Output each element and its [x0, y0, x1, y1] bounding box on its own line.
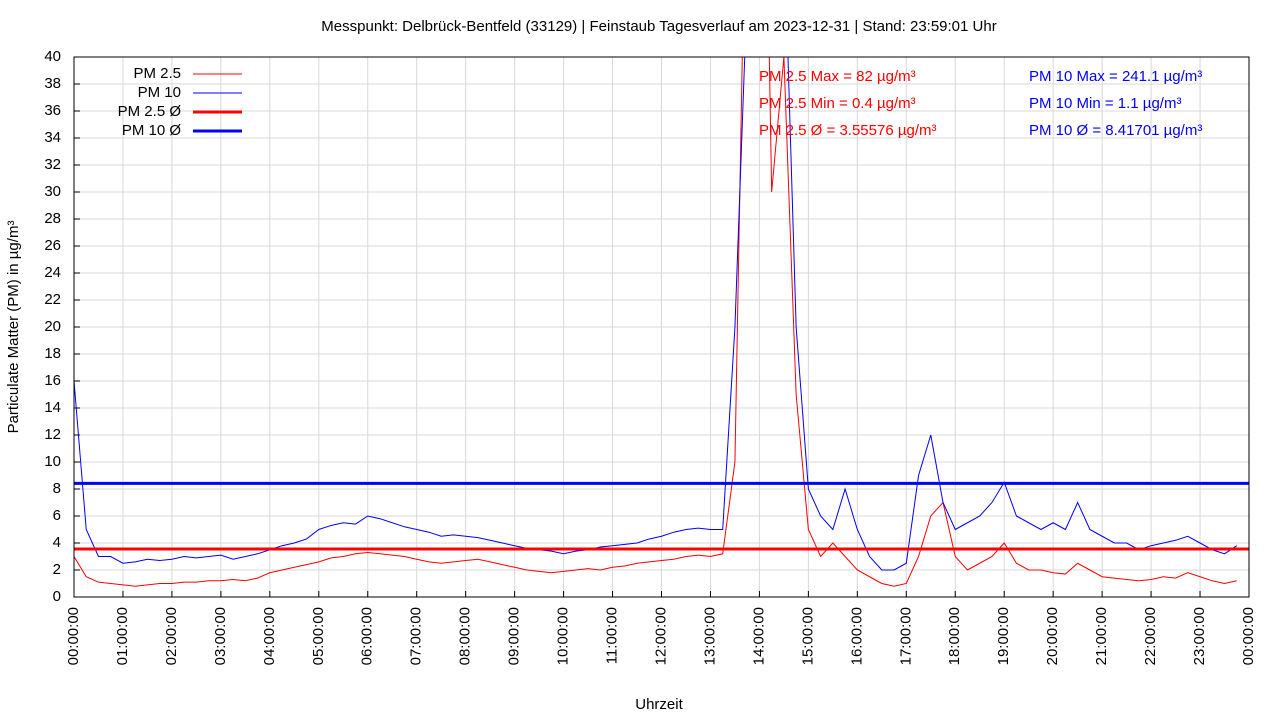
y-tick-label: 8: [53, 480, 61, 497]
x-tick-label: 02:00:00: [163, 607, 180, 665]
x-tick-label: 19:00:00: [995, 607, 1012, 665]
y-tick-label: 36: [44, 102, 61, 119]
x-tick-label: 14:00:00: [750, 607, 767, 665]
y-tick-label: 32: [44, 156, 61, 173]
x-tick-label: 10:00:00: [555, 607, 572, 665]
y-tick-label: 30: [44, 183, 61, 200]
annotation: PM 10 Min = 1.1 µg/m³: [1029, 95, 1181, 112]
y-tick-label: 24: [44, 264, 61, 281]
x-tick-label: 17:00:00: [897, 607, 914, 665]
x-tick-label: 03:00:00: [212, 607, 229, 665]
x-tick-label: 01:00:00: [114, 607, 131, 665]
y-tick-label: 4: [53, 534, 61, 551]
annotation: PM 10 Ø = 8.41701 µg/m³: [1029, 122, 1202, 139]
y-tick-label: 20: [44, 318, 61, 335]
y-tick-label: 34: [44, 129, 61, 146]
y-tick-label: 28: [44, 210, 61, 227]
legend-label: PM 10: [138, 84, 181, 101]
x-tick-label: 22:00:00: [1142, 607, 1159, 665]
x-tick-label: 04:00:00: [261, 607, 278, 665]
x-tick-label: 18:00:00: [946, 607, 963, 665]
x-tick-label: 00:00:00: [1240, 607, 1257, 665]
series-group: [74, 57, 1249, 587]
x-tick-label: 07:00:00: [408, 607, 425, 665]
x-tick-label: 11:00:00: [604, 607, 621, 664]
y-tick-label: 0: [53, 588, 61, 605]
x-tick-label: 05:00:00: [310, 607, 327, 665]
y-tick-label: 40: [44, 48, 61, 65]
y-tick-label: 2: [53, 561, 61, 578]
x-tick-label: 23:00:00: [1191, 607, 1208, 665]
x-axis-label: Uhrzeit: [635, 696, 683, 713]
y-tick-label: 18: [44, 345, 61, 362]
annotation: PM 2.5 Min = 0.4 µg/m³: [759, 95, 916, 112]
annotation: PM 2.5 Ø = 3.55576 µg/m³: [759, 122, 936, 139]
y-tick-label: 22: [44, 291, 61, 308]
x-tick-label: 13:00:00: [701, 607, 718, 665]
y-tick-label: 6: [53, 507, 61, 524]
annotation: PM 10 Max = 241.1 µg/m³: [1029, 68, 1202, 85]
chart-title: Messpunkt: Delbrück-Bentfeld (33129) | F…: [321, 18, 996, 35]
y-axis-label: Particulate Matter (PM) in µg/m³: [5, 221, 22, 434]
data-line: [74, 57, 1237, 587]
y-tick-label: 26: [44, 237, 61, 254]
annotation: PM 2.5 Max = 82 µg/m³: [759, 68, 916, 85]
x-tick-label: 16:00:00: [848, 607, 865, 665]
x-tick-label: 20:00:00: [1044, 607, 1061, 665]
x-tick-label: 21:00:00: [1093, 607, 1110, 665]
x-tick-label: 08:00:00: [457, 607, 474, 665]
y-tick-label: 38: [44, 75, 61, 92]
legend-label: PM 2.5: [133, 65, 181, 82]
y-tick-label: 10: [44, 453, 61, 470]
legend-label: PM 10 Ø: [122, 122, 182, 139]
x-tick-label: 06:00:00: [359, 607, 376, 665]
y-tick-label: 14: [44, 399, 61, 416]
y-tick-label: 16: [44, 372, 61, 389]
x-tick-label: 15:00:00: [799, 607, 816, 665]
plot-border: [73, 56, 1250, 598]
x-tick-label: 12:00:00: [652, 607, 669, 665]
y-tick-label: 12: [44, 426, 61, 443]
x-tick-label: 09:00:00: [506, 607, 523, 665]
legend-label: PM 2.5 Ø: [118, 103, 182, 120]
x-tick-label: 00:00:00: [65, 607, 82, 665]
